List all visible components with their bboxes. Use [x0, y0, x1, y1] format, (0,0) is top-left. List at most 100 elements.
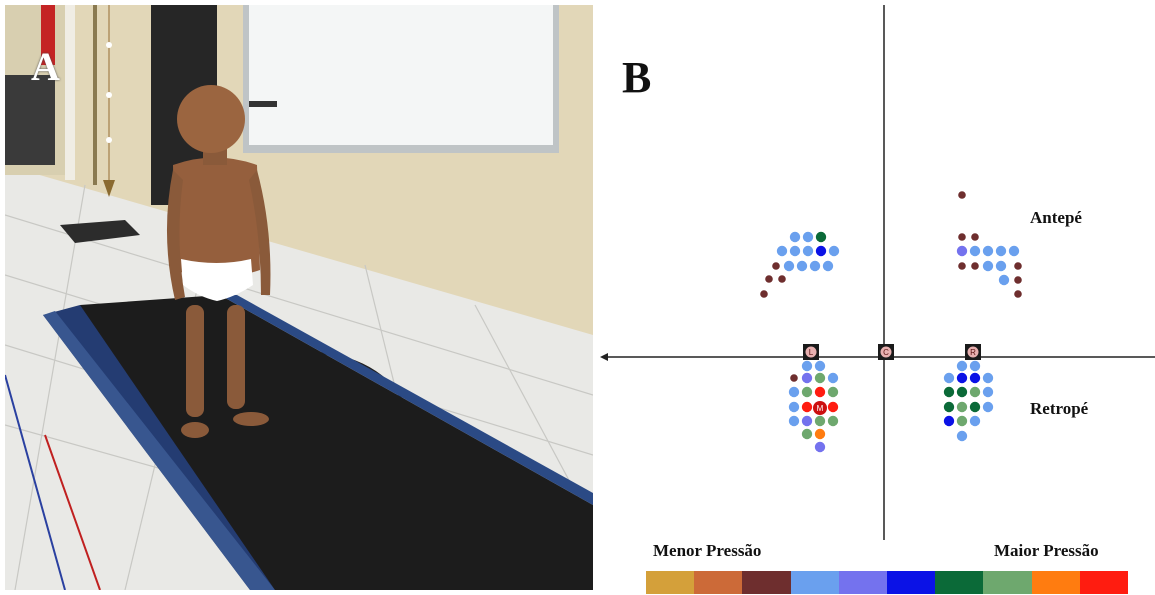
pressure-dot: [827, 401, 839, 413]
pressure-dot: [971, 233, 979, 241]
panel-b-letter: B: [622, 53, 652, 102]
marker-max: M: [813, 401, 827, 415]
pressure-dot: [790, 374, 798, 382]
marker-right-label: R: [970, 348, 976, 357]
pressure-dot: [814, 428, 826, 440]
axis-arrow-left: [600, 353, 608, 361]
pressure-dot: [969, 415, 981, 427]
pressure-dot: [814, 415, 826, 427]
pressure-dot: [956, 401, 968, 413]
pressure-dot: [814, 441, 826, 453]
pressure-dot: [801, 386, 813, 398]
pressure-dot: [778, 275, 786, 283]
marker-left: L: [803, 344, 819, 360]
pressure-dot: [958, 191, 966, 199]
plantar-pressure-diagram: L C R M: [600, 5, 1155, 540]
pressure-dot: [982, 245, 994, 257]
pressure-dot: [956, 430, 968, 442]
pressure-dot: [788, 415, 800, 427]
pressure-dot: [958, 262, 966, 270]
pressure-dot: [828, 245, 840, 257]
pressure-dot: [995, 260, 1007, 272]
scale-swatch: [887, 571, 936, 594]
panel-b-pressure-map: L C R M B Antepé Retropé Menor Pressão M…: [596, 0, 1155, 595]
rearfoot-label: Retropé: [1030, 399, 1089, 418]
pressure-dot: [982, 386, 994, 398]
scale-swatch: [1079, 571, 1129, 594]
pressure-dot: [956, 372, 968, 384]
pressure-dot: [943, 386, 955, 398]
scale-swatch: [838, 571, 888, 594]
scale-swatch: [1031, 571, 1080, 594]
pressure-dot: [943, 401, 955, 413]
pressure-dot: [789, 231, 801, 243]
pressure-dot: [969, 245, 981, 257]
scale-high-label: Maior Pressão: [994, 541, 1099, 560]
pressure-dot: [814, 372, 826, 384]
pressure-dot: [827, 386, 839, 398]
panel-a-letter: A: [31, 44, 60, 89]
pressure-dot: [788, 401, 800, 413]
pressure-dot: [956, 386, 968, 398]
pressure-dot: [822, 260, 834, 272]
pressure-dot: [801, 401, 813, 413]
scale-swatch: [742, 571, 791, 594]
pressure-dot: [982, 260, 994, 272]
scale-low-label: Menor Pressão: [653, 541, 762, 560]
pressure-dot: [995, 245, 1007, 257]
scale-swatch: [790, 571, 839, 594]
pressure-dot: [776, 245, 788, 257]
marker-center: C: [878, 344, 894, 360]
pressure-dot: [815, 231, 827, 243]
pressure-dot: [814, 360, 826, 372]
forefoot-label: Antepé: [1030, 208, 1082, 227]
pressure-dot: [956, 360, 968, 372]
marker-center-label: C: [883, 348, 889, 357]
marker-max-label: M: [817, 404, 824, 413]
pressure-dot-cluster: [760, 191, 1022, 453]
pressure-dot: [815, 245, 827, 257]
pressure-dot: [788, 386, 800, 398]
pressure-dot: [809, 260, 821, 272]
pressure-dot: [1014, 276, 1022, 284]
pressure-dot: [958, 233, 966, 241]
pressure-dot: [801, 372, 813, 384]
pressure-dot: [971, 262, 979, 270]
pressure-dot: [969, 360, 981, 372]
pressure-dot: [801, 415, 813, 427]
pressure-dot: [982, 372, 994, 384]
pressure-dot: [783, 260, 795, 272]
pressure-dot: [772, 262, 780, 270]
pressure-dot: [814, 386, 826, 398]
pressure-dot: [969, 401, 981, 413]
pressure-dot: [982, 401, 994, 413]
pressure-dot: [801, 428, 813, 440]
child-on-walkway-photo: [5, 5, 593, 590]
pressure-dot: [969, 386, 981, 398]
pressure-dot: [943, 372, 955, 384]
pressure-dot: [789, 245, 801, 257]
pressure-dot: [802, 231, 814, 243]
pressure-dot: [1014, 290, 1022, 298]
pressure-dot: [802, 245, 814, 257]
pressure-dot: [760, 290, 768, 298]
pressure-dot: [801, 360, 813, 372]
scale-swatch: [694, 571, 743, 594]
marker-left-label: L: [809, 348, 814, 357]
pressure-dot: [827, 415, 839, 427]
pressure-dot: [796, 260, 808, 272]
pressure-dot: [956, 245, 968, 257]
pressure-dot: [765, 275, 773, 283]
pressure-dot: [998, 274, 1010, 286]
scale-swatch: [935, 571, 984, 594]
pressure-dot: [1014, 262, 1022, 270]
pressure-dot: [1008, 245, 1020, 257]
pressure-dot: [943, 415, 955, 427]
pressure-dot: [956, 415, 968, 427]
panel-a-photo: A: [5, 5, 593, 590]
scale-swatch: [646, 571, 695, 594]
scale-swatch: [983, 571, 1032, 594]
pressure-dot: [827, 372, 839, 384]
pressure-dot: [969, 372, 981, 384]
marker-right: R: [965, 344, 981, 360]
